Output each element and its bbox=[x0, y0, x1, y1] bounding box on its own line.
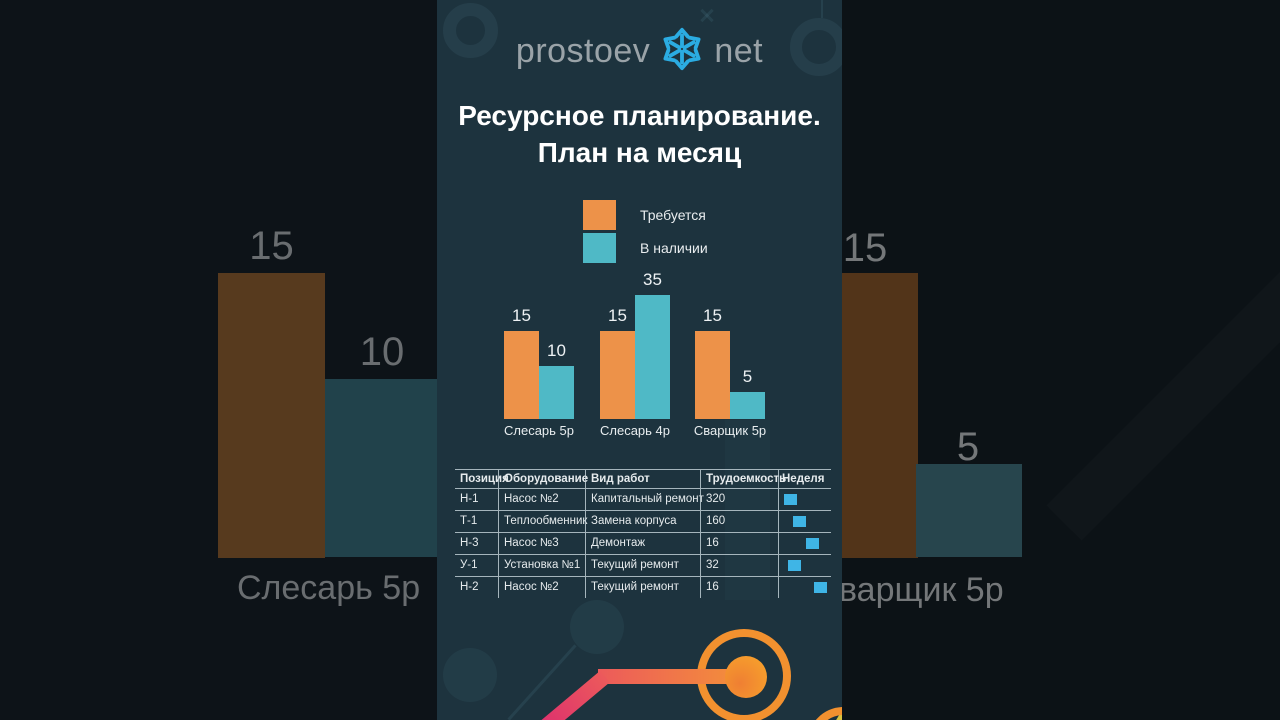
circuit-node-decoration bbox=[443, 648, 497, 702]
table-cell: 16 bbox=[700, 577, 778, 598]
brand-word-left: prostoev bbox=[515, 31, 651, 70]
week-marker bbox=[788, 560, 802, 571]
bar-value-label: 35 bbox=[643, 270, 662, 289]
week-cell bbox=[778, 489, 830, 510]
side-bar-value: 10 bbox=[359, 330, 405, 374]
table-cell: Капитальный ремонт bbox=[585, 489, 704, 510]
title-line-2: План на месяц bbox=[537, 137, 742, 168]
table-cell: 32 bbox=[700, 555, 778, 576]
table-cell: Насос №2 bbox=[498, 489, 585, 510]
table-cell: Насос №2 bbox=[498, 577, 585, 598]
required-bar bbox=[504, 331, 539, 419]
side-bar-value: 5 bbox=[956, 425, 980, 469]
brand-logo: prostoev net bbox=[437, 26, 842, 76]
legend-item-required: Требуется bbox=[583, 200, 708, 230]
side-bar-value: 15 bbox=[249, 224, 294, 268]
table-header-1: Оборудование bbox=[498, 470, 588, 488]
side-required-bar bbox=[842, 273, 918, 558]
week-cell bbox=[778, 555, 830, 576]
table-row: Н-3 Насос №3 Демонтаж 16 bbox=[455, 533, 831, 555]
week-cell bbox=[778, 511, 830, 532]
available-swatch bbox=[583, 233, 616, 263]
right-letterbox-panel: 15 5 варщик 5р bbox=[842, 0, 1280, 720]
side-category-label: Слесарь 5р bbox=[237, 569, 421, 607]
table-header-4: Неделя bbox=[778, 470, 830, 488]
faint-diagonal-decoration bbox=[1046, 109, 1280, 540]
table-row: Т-1 Теплообменник Замена корпуса 160 bbox=[455, 511, 831, 533]
gradient-connector-line bbox=[598, 669, 748, 684]
bar-value-label: 10 bbox=[547, 341, 566, 360]
orange-node-circle bbox=[725, 656, 767, 698]
week-cell bbox=[778, 533, 830, 554]
category-label: Слесарь 4р bbox=[599, 423, 670, 438]
infographic-canvas: prostoev net Ресурсное планирование. Пла… bbox=[437, 0, 842, 720]
table-cell: Н-2 bbox=[460, 581, 479, 593]
orange-ring-small-decoration bbox=[807, 707, 842, 720]
legend-label: Требуется bbox=[640, 207, 706, 223]
side-category-label: варщик 5р bbox=[842, 571, 1004, 609]
page-title: Ресурсное планирование. План на месяц bbox=[437, 97, 842, 171]
legend-item-available: В наличии bbox=[583, 233, 708, 263]
category-label: Слесарь 5р bbox=[503, 423, 574, 438]
required-swatch bbox=[583, 200, 616, 230]
table-cell: Замена корпуса bbox=[585, 511, 700, 532]
week-marker bbox=[814, 582, 828, 593]
available-bar bbox=[730, 392, 765, 419]
table-cell: Н-3 bbox=[460, 537, 479, 549]
table-cell: Н-1 bbox=[460, 493, 479, 505]
bar-value-label: 15 bbox=[608, 306, 627, 325]
bar-value-label: 15 bbox=[512, 306, 531, 325]
legend-label: В наличии bbox=[640, 240, 708, 256]
table-header-3: Трудоемкость bbox=[700, 470, 786, 488]
table-cell: Т-1 bbox=[460, 515, 478, 527]
required-bar bbox=[695, 331, 730, 419]
table-body: Н-1 Насос №2 Капитальный ремонт 320 Т-1 Тепло… bbox=[455, 489, 831, 598]
resource-plan-table: Позиция Оборудование Вид работ Трудоемкость… bbox=[455, 469, 831, 598]
category-label: Сварщик 5р bbox=[693, 423, 767, 438]
circuit-cross-decoration bbox=[700, 8, 714, 23]
circuit-node-decoration bbox=[570, 600, 624, 654]
week-marker bbox=[806, 538, 820, 549]
table-header-2: Вид работ bbox=[585, 470, 700, 488]
required-bar bbox=[600, 331, 635, 419]
week-marker bbox=[792, 516, 806, 527]
available-bar bbox=[539, 366, 574, 419]
available-bar bbox=[635, 295, 670, 419]
chart-legend: Требуется В наличии bbox=[583, 200, 708, 266]
table-cell: Демонтаж bbox=[585, 533, 700, 554]
table-cell: 160 bbox=[700, 511, 778, 532]
table-cell: 320 bbox=[700, 489, 778, 510]
title-line-1: Ресурсное планирование. bbox=[458, 100, 821, 131]
table-cell: У-1 bbox=[460, 559, 478, 571]
table-cell: Насос №3 bbox=[498, 533, 585, 554]
circuit-trace-decoration bbox=[821, 0, 823, 18]
table-cell: Теплообменник bbox=[498, 511, 587, 532]
table-cell: 16 bbox=[700, 533, 778, 554]
gradient-connector-diagonal bbox=[527, 670, 610, 720]
brand-word-right: net bbox=[714, 31, 764, 70]
table-cell: Текущий ремонт bbox=[585, 555, 700, 576]
asterisk-logo-icon bbox=[659, 26, 705, 77]
table-header-0: Позиция bbox=[460, 473, 509, 485]
side-available-bar bbox=[916, 464, 1022, 557]
side-available-bar bbox=[325, 379, 437, 557]
side-required-bar bbox=[218, 273, 325, 558]
circuit-cross-decoration bbox=[700, 8, 714, 23]
table-row: Н-2 Насос №2 Текущий ремонт 16 bbox=[455, 577, 831, 598]
table-row: У-1 Установка №1 Текущий ремонт 32 bbox=[455, 555, 831, 577]
table-row: Н-1 Насос №2 Капитальный ремонт 320 bbox=[455, 489, 831, 511]
side-bar-value: 15 bbox=[842, 226, 888, 270]
week-cell bbox=[778, 577, 830, 598]
table-cell: Установка №1 bbox=[498, 555, 585, 576]
bar-value-label: 15 bbox=[703, 306, 722, 325]
grouped-bar-chart: 15 10 Слесарь 5р 15 35 Слесарь 4р 15 5 Сварщик 5… bbox=[437, 270, 842, 440]
left-letterbox-panel: 15 10 Слесарь 5р bbox=[0, 0, 437, 720]
table-cell: Текущий ремонт bbox=[585, 577, 700, 598]
table-header-row: Позиция Оборудование Вид работ Трудоемкость… bbox=[455, 470, 831, 489]
bar-value-label: 5 bbox=[742, 367, 753, 386]
week-marker bbox=[784, 494, 798, 505]
